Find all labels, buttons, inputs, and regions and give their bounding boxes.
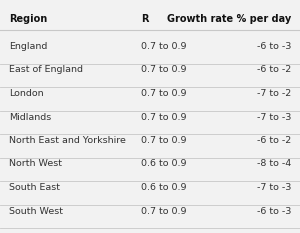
- Text: Midlands: Midlands: [9, 113, 51, 121]
- Text: R: R: [141, 14, 148, 24]
- Text: -8 to -4: -8 to -4: [257, 160, 291, 168]
- Text: London: London: [9, 89, 44, 98]
- Text: -6 to -2: -6 to -2: [257, 65, 291, 75]
- Text: -6 to -3: -6 to -3: [256, 206, 291, 216]
- Text: -7 to -3: -7 to -3: [256, 113, 291, 121]
- Text: 0.6 to 0.9: 0.6 to 0.9: [141, 160, 187, 168]
- Text: England: England: [9, 42, 47, 51]
- Text: -6 to -2: -6 to -2: [257, 136, 291, 145]
- Text: South East: South East: [9, 183, 60, 192]
- Text: East of England: East of England: [9, 65, 83, 75]
- Text: 0.7 to 0.9: 0.7 to 0.9: [141, 113, 187, 121]
- Text: North East and Yorkshire: North East and Yorkshire: [9, 136, 126, 145]
- Text: -7 to -2: -7 to -2: [257, 89, 291, 98]
- Text: 0.7 to 0.9: 0.7 to 0.9: [141, 206, 187, 216]
- Text: 0.7 to 0.9: 0.7 to 0.9: [141, 89, 187, 98]
- Text: Growth rate % per day: Growth rate % per day: [167, 14, 291, 24]
- Text: South West: South West: [9, 206, 63, 216]
- Text: 0.6 to 0.9: 0.6 to 0.9: [141, 183, 187, 192]
- Text: 0.7 to 0.9: 0.7 to 0.9: [141, 65, 187, 75]
- Text: -6 to -3: -6 to -3: [256, 42, 291, 51]
- Text: 0.7 to 0.9: 0.7 to 0.9: [141, 42, 187, 51]
- Text: 0.7 to 0.9: 0.7 to 0.9: [141, 136, 187, 145]
- Text: -7 to -3: -7 to -3: [256, 183, 291, 192]
- Text: North West: North West: [9, 160, 62, 168]
- Text: Region: Region: [9, 14, 47, 24]
